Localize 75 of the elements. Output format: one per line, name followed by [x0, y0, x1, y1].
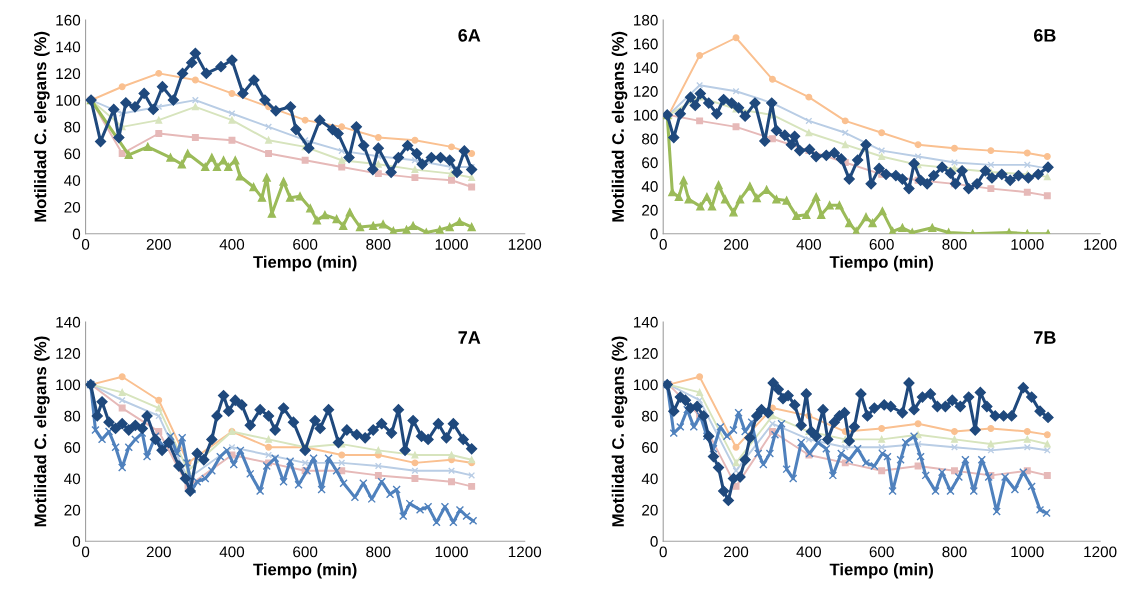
x-tick-label: 1000 [1011, 239, 1044, 250]
x-tick-label: 800 [366, 546, 391, 558]
y-tick-label: 80 [64, 410, 81, 422]
y-tick-label: 20 [64, 201, 81, 213]
x-tick-label: 600 [293, 546, 318, 558]
x-tick-label: 400 [796, 239, 821, 250]
x-tick-label: 200 [724, 239, 749, 250]
y-tick-label: 40 [641, 473, 658, 485]
y-tick-label: 80 [642, 133, 658, 145]
y-tick-label: 100 [634, 109, 658, 121]
y-axis-title: Motilidad C. elegans (%) [34, 336, 50, 527]
y-tick-label: 20 [642, 204, 658, 216]
y-axis-title: Motilidad C. elegans (%) [611, 336, 628, 527]
chart-title: 7A [458, 331, 481, 344]
y-axis-title: Motilidad C. elegans (%) [611, 31, 628, 222]
chart-title: 6A [458, 28, 481, 42]
y-tick-label: 160 [634, 38, 658, 50]
x-tick-label: 600 [869, 546, 894, 558]
y-tick-label: 60 [642, 442, 658, 453]
y-tick-label: 0 [72, 536, 81, 547]
x-axis-title: Tiempo (min) [829, 563, 933, 579]
y-tick-label: 100 [634, 379, 658, 391]
chart-title: 6B [1033, 28, 1056, 42]
x-tick-label: 600 [869, 239, 894, 250]
x-tick-label: 0 [659, 239, 667, 250]
x-tick-label: 0 [81, 239, 90, 250]
x-tick-label: 200 [724, 546, 749, 558]
y-tick-label: 160 [56, 14, 81, 26]
x-tick-label: 800 [942, 239, 967, 250]
y-tick-label: 120 [56, 68, 81, 80]
y-tick-label: 120 [56, 348, 81, 359]
x-axis-title: Tiempo (min) [253, 255, 357, 272]
chart-title: 7B [1034, 331, 1056, 344]
y-tick-label: 80 [642, 410, 658, 422]
x-tick-label: 0 [659, 546, 667, 558]
x-axis-title: Tiempo (min) [829, 255, 933, 272]
y-tick-label: 140 [56, 316, 81, 328]
x-tick-label: 200 [146, 546, 171, 558]
y-tick-label: 180 [634, 14, 658, 26]
x-tick-label: 800 [942, 546, 967, 558]
x-tick-label: 1000 [435, 239, 468, 250]
x-tick-label: 400 [219, 239, 245, 250]
y-tick-label: 60 [642, 157, 658, 169]
x-tick-label: 400 [219, 546, 245, 558]
y-tick-label: 40 [64, 473, 81, 485]
y-tick-label: 20 [642, 504, 658, 516]
y-tick-label: 60 [64, 148, 81, 160]
x-tick-label: 1200 [508, 546, 542, 558]
y-tick-label: 40 [64, 175, 81, 186]
x-tick-label: 400 [796, 546, 821, 558]
y-tick-label: 120 [634, 348, 658, 359]
x-tick-label: 1000 [1011, 546, 1044, 558]
y-tick-label: 140 [634, 62, 658, 74]
y-tick-label: 120 [634, 86, 658, 97]
y-tick-label: 60 [64, 442, 81, 453]
x-axis-title: Tiempo (min) [253, 563, 357, 579]
x-tick-label: 0 [81, 546, 90, 558]
x-tick-label: 200 [146, 239, 171, 250]
y-tick-label: 80 [64, 121, 81, 133]
y-tick-label: 40 [641, 181, 658, 192]
x-tick-label: 1000 [435, 546, 468, 558]
y-tick-label: 0 [72, 228, 81, 240]
y-axis-title: Motilidad C. elegans (%) [34, 31, 50, 222]
x-tick-label: 1200 [508, 239, 542, 250]
x-tick-label: 600 [293, 239, 318, 250]
y-tick-label: 0 [650, 228, 658, 240]
x-tick-label: 800 [366, 239, 391, 250]
y-tick-label: 140 [56, 41, 81, 53]
x-tick-label: 1200 [1084, 546, 1117, 558]
y-tick-label: 140 [634, 316, 658, 328]
y-tick-label: 0 [650, 536, 658, 547]
y-tick-label: 100 [56, 379, 81, 391]
y-tick-label: 100 [56, 94, 81, 106]
y-tick-label: 20 [64, 504, 81, 516]
x-tick-label: 1200 [1084, 239, 1117, 250]
